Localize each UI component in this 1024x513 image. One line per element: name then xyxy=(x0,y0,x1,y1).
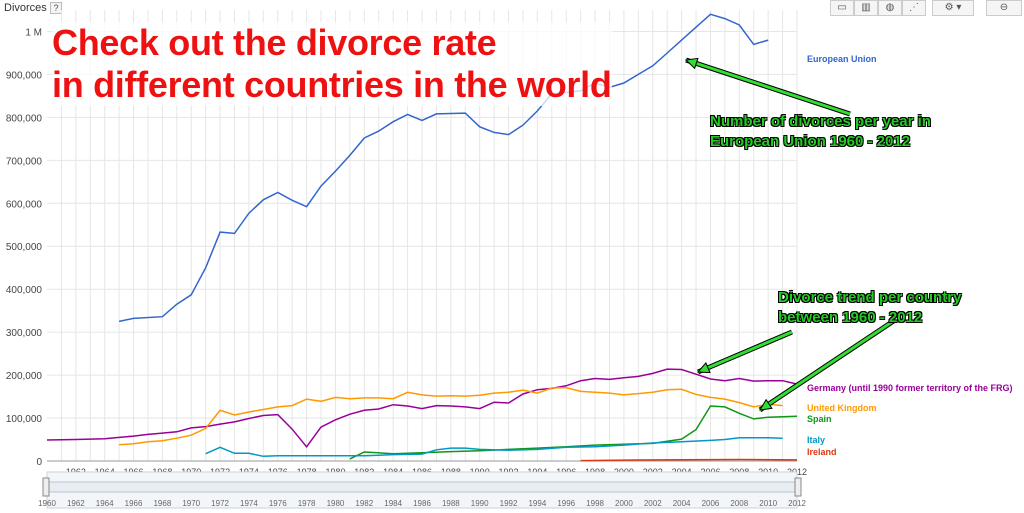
range-tick-label: 1962 xyxy=(67,499,85,508)
range-tick-label: 1970 xyxy=(182,499,200,508)
y-tick-label: 200,000 xyxy=(6,371,43,382)
legend-italy[interactable]: Italy xyxy=(807,435,826,445)
range-tick-label: 1968 xyxy=(153,499,171,508)
headline-line-1: Check out the divorce rate xyxy=(52,22,497,63)
eu-annotation: Number of divorces per year in European … xyxy=(710,112,931,152)
country-annotation: Divorce trend per country between 1960 -… xyxy=(778,288,961,328)
range-tick-label: 1964 xyxy=(96,499,114,508)
bar-chart-icon[interactable]: ▥ xyxy=(854,0,878,16)
scatter-icon[interactable]: ⋰ xyxy=(902,0,926,16)
chart-title: Divorces xyxy=(4,2,47,14)
help-button[interactable]: ? xyxy=(50,2,62,14)
country-annotation-line-2: between 1960 - 2012 xyxy=(778,309,923,326)
range-tick-label: 1982 xyxy=(355,499,373,508)
country-annotation-line-1: Divorce trend per country xyxy=(778,289,962,306)
eu-annotation-line-2: European Union 1960 - 2012 xyxy=(710,133,911,150)
gear-icon: ⚙ xyxy=(944,2,954,13)
headline-line-2: in different countries in the world xyxy=(52,64,612,105)
range-tick-label: 2002 xyxy=(644,499,662,508)
range-tick-label: 1996 xyxy=(557,499,575,508)
range-handle-right[interactable] xyxy=(794,477,802,497)
range-tick-label: 1960 xyxy=(38,499,56,508)
range-tick-label: 1992 xyxy=(500,499,518,508)
range-tick-label: 2004 xyxy=(673,499,691,508)
series-line-1[interactable] xyxy=(46,368,798,449)
range-handle-left[interactable] xyxy=(42,477,50,497)
range-tick-label: 1990 xyxy=(471,499,489,508)
y-tick-label: 0 xyxy=(36,457,42,468)
y-tick-label: 1 M xyxy=(25,27,42,38)
range-tick-label: 1974 xyxy=(240,499,258,508)
line-chart-icon[interactable]: ▭ xyxy=(830,0,854,16)
series-line-3[interactable] xyxy=(349,405,798,460)
legend-united-kingdom[interactable]: United Kingdom xyxy=(807,403,877,413)
arrow-spain xyxy=(758,317,897,413)
arrow-germany xyxy=(696,329,793,375)
link-icon: ⊖ xyxy=(999,2,1009,13)
legend-ireland[interactable]: Ireland xyxy=(807,447,837,457)
range-tick-label: 2012 xyxy=(788,499,806,508)
y-tick-label: 600,000 xyxy=(6,199,43,210)
range-tick-label: 1966 xyxy=(125,499,143,508)
range-tick-label: 2008 xyxy=(730,499,748,508)
y-tick-label: 100,000 xyxy=(6,414,43,425)
legend-spain[interactable]: Spain xyxy=(807,414,832,424)
range-tick-label: 1980 xyxy=(327,499,345,508)
range-tick-label: 1978 xyxy=(298,499,316,508)
range-tick-label: 1976 xyxy=(269,499,287,508)
y-tick-label: 900,000 xyxy=(6,70,43,81)
series-line-2[interactable] xyxy=(119,386,783,446)
arrow-eu xyxy=(684,57,851,117)
series-line-5[interactable] xyxy=(580,458,798,462)
range-tick-label: 2000 xyxy=(615,499,633,508)
range-tick-label: 1998 xyxy=(586,499,604,508)
legend-european-union[interactable]: European Union xyxy=(807,54,877,64)
range-tick-label: 1994 xyxy=(528,499,546,508)
y-tick-label: 500,000 xyxy=(6,242,43,253)
range-tick-label: 2010 xyxy=(759,499,777,508)
range-tick-label: 1984 xyxy=(384,499,402,508)
range-tick-label: 1986 xyxy=(413,499,431,508)
map-icon[interactable]: ◍ xyxy=(878,0,902,16)
headline: Check out the divorce rate in different … xyxy=(52,22,612,106)
range-tick-label: 1972 xyxy=(211,499,229,508)
range-slider-selection[interactable] xyxy=(46,481,798,493)
series-line-0[interactable] xyxy=(118,13,769,323)
settings-button[interactable]: ⚙ ▾ xyxy=(932,0,974,16)
legend-germany[interactable]: Germany (until 1990 former territory of … xyxy=(807,383,1013,393)
range-tick-label: 1988 xyxy=(442,499,460,508)
y-tick-label: 300,000 xyxy=(6,328,43,339)
y-tick-label: 400,000 xyxy=(6,285,43,296)
y-tick-label: 700,000 xyxy=(6,156,43,167)
series-line-4[interactable] xyxy=(205,437,783,458)
range-tick-label: 2006 xyxy=(702,499,720,508)
eu-annotation-line-1: Number of divorces per year in xyxy=(710,113,931,130)
y-tick-label: 800,000 xyxy=(6,113,43,124)
link-button[interactable]: ⊖ xyxy=(986,0,1022,16)
